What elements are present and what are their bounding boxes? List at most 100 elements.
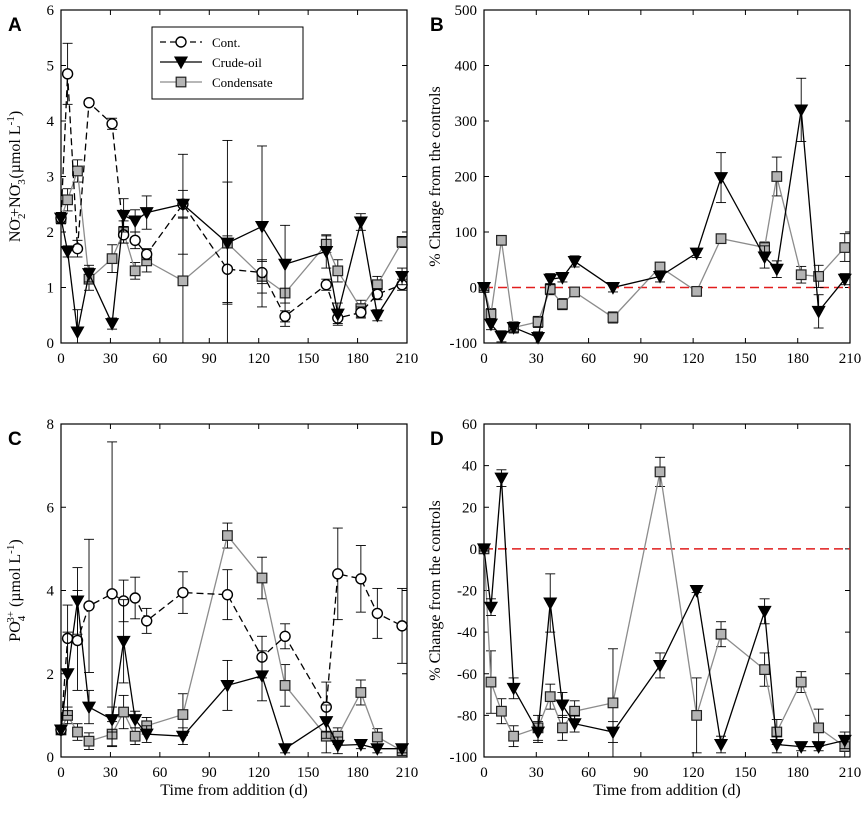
series-line (483, 471, 846, 748)
data-point (118, 706, 130, 718)
data-point (395, 743, 410, 756)
data-point (173, 56, 189, 70)
data-point (795, 269, 807, 281)
x-tick-label: 90 (202, 351, 217, 367)
data-point (530, 726, 546, 740)
series-crude-oil (53, 567, 410, 756)
y-tick-label: 0 (47, 336, 55, 352)
data-point (371, 731, 383, 743)
data-point (795, 676, 807, 688)
data-point (128, 215, 143, 229)
data-point (70, 326, 85, 340)
panel-b: B0 30 60 90 120 150 180 210-1000100200300400500… (427, 3, 861, 367)
panel-letter: C (8, 429, 22, 450)
data-point (256, 572, 268, 584)
panel-d: D 0 30 60 90 120 150 180 210 -100 -80 -60 -40 -20 0 20 4… (427, 417, 861, 799)
plot-frame (483, 9, 851, 344)
data-point (771, 171, 783, 182)
y-tick-label: 300 (455, 114, 478, 130)
data-point (332, 265, 344, 277)
data-point (530, 331, 546, 345)
x-tick-label: 210 (396, 765, 419, 781)
series-crude-oil (53, 139, 410, 343)
data-point (279, 310, 291, 323)
data-point (485, 308, 497, 320)
y-tick-label: 0 (47, 750, 55, 766)
data-point (483, 601, 499, 615)
x-tick-label: 30 (103, 765, 118, 781)
data-point (106, 588, 118, 600)
data-point (494, 330, 509, 344)
data-point (254, 670, 270, 684)
data-point (83, 735, 95, 747)
y-axis-label-part: (µmol L (7, 554, 24, 611)
data-point (129, 265, 141, 277)
x-tick-label: 180 (786, 351, 809, 367)
data-point (476, 282, 492, 295)
data-point (278, 258, 293, 272)
data-point (116, 209, 131, 223)
y-axis-label-part: ) (7, 111, 24, 116)
data-point (355, 573, 367, 585)
data-point (715, 628, 727, 640)
data-point (813, 722, 825, 734)
data-point (129, 730, 141, 742)
x-tick-label: 0 (57, 765, 65, 781)
data-point (83, 96, 95, 109)
data-point (494, 472, 509, 486)
data-point (605, 282, 621, 295)
data-point (691, 285, 703, 297)
data-point (396, 236, 408, 248)
data-point (794, 741, 809, 754)
data-point (70, 595, 85, 609)
series-crude-oil (476, 469, 852, 754)
data-point (53, 212, 69, 226)
x-tick-label: 0 (57, 351, 65, 367)
data-point (496, 705, 507, 717)
data-point (496, 234, 507, 246)
data-point (355, 687, 367, 698)
x-tick-label: 150 (297, 765, 320, 781)
data-point (72, 165, 83, 177)
data-point (220, 679, 235, 693)
data-point (689, 585, 704, 598)
y-axis-label-part: - (5, 182, 17, 186)
data-point (320, 279, 332, 291)
data-point (222, 530, 233, 541)
y-axis-label-part: ) (7, 539, 24, 544)
x-tick-label: 60 (581, 351, 596, 367)
data-point (353, 216, 368, 230)
x-tick-label: 90 (202, 765, 217, 781)
y-tick-label: -60 (457, 667, 477, 683)
data-point (543, 273, 558, 287)
y-axis-label-part: (µmol L (7, 125, 24, 182)
y-axis-label-part: -1 (5, 545, 17, 554)
series-crude-oil (476, 77, 852, 345)
series-condensate (55, 522, 408, 757)
data-point (220, 237, 235, 251)
y-tick-label: 8 (47, 417, 55, 433)
data-point (607, 697, 619, 709)
data-point (769, 263, 784, 277)
y-tick-label: 4 (47, 114, 55, 130)
data-point (476, 543, 492, 557)
data-point (279, 630, 291, 642)
series-line (483, 478, 845, 748)
y-axis-label-part: PO (7, 621, 24, 641)
data-point (569, 286, 581, 298)
data-point (60, 245, 75, 259)
data-point (371, 288, 384, 300)
data-point (370, 743, 385, 756)
y-tick-label: 6 (47, 3, 55, 19)
y-tick-label: 0 (470, 542, 478, 558)
data-point (61, 68, 74, 80)
data-point (278, 743, 293, 756)
y-axis-label-part: +NO (7, 185, 24, 217)
data-point (221, 588, 234, 601)
data-point (371, 607, 384, 620)
data-point (769, 739, 784, 752)
data-point (532, 316, 544, 328)
data-point (353, 739, 368, 752)
y-tick-label: 40 (462, 459, 477, 475)
